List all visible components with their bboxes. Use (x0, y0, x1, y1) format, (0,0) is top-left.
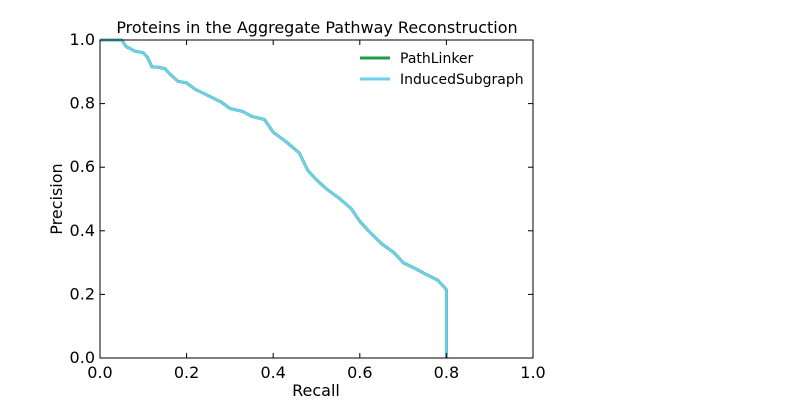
legend-label-inducedsubgraph: InducedSubgraph (400, 72, 524, 88)
chart-title: Proteins in the Aggregate Pathway Recons… (116, 18, 517, 37)
x-axis-label: Recall (292, 381, 340, 400)
x-tick-label: 0.6 (347, 363, 372, 382)
x-tick-label: 0.2 (174, 363, 199, 382)
y-tick-label: 0.0 (70, 348, 95, 367)
y-tick-label: 0.8 (70, 94, 95, 113)
series-line-inducedsubgraph (100, 38, 448, 358)
y-tick-label: 0.6 (70, 157, 95, 176)
y-tick-label: 0.4 (70, 221, 95, 240)
x-tick-label: 0.0 (87, 363, 112, 382)
x-tick-label: 0.8 (434, 363, 459, 382)
plot-frame (99, 39, 534, 359)
axis-ticks: 0.0 0.2 0.4 0.6 0.8 1.0 0.0 0.2 0.4 0.6 0.8 1.0 (70, 30, 546, 382)
legend-label-pathlinker: PathLinker (400, 51, 474, 67)
plot-area (100, 38, 448, 358)
y-tick-label: 0.2 (70, 284, 95, 303)
y-axis-label: Precision (47, 163, 66, 234)
legend: PathLinker InducedSubgraph (360, 51, 524, 88)
y-tick-label: 1.0 (70, 30, 95, 49)
x-tick-label: 1.0 (520, 363, 545, 382)
x-tick-label: 0.4 (260, 363, 285, 382)
